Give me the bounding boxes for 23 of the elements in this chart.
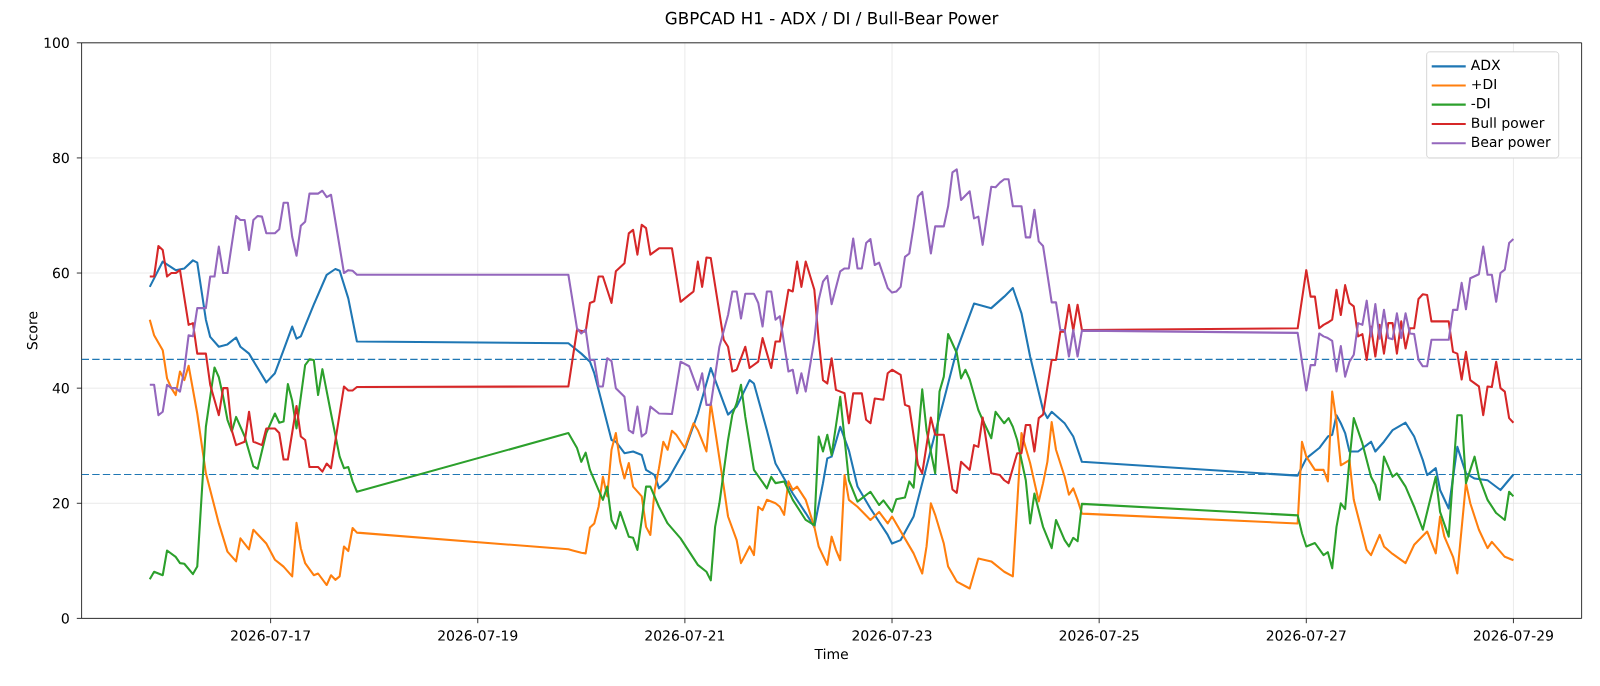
- legend-label: -DI: [1471, 98, 1490, 109]
- x-tick-label: 2026-07-21: [645, 630, 725, 641]
- x-tick-label: 2026-07-17: [231, 630, 310, 641]
- legend-label: Bull power: [1472, 117, 1545, 131]
- line-series: [148, 168, 1515, 438]
- y-tick-label: 40: [52, 382, 69, 394]
- x-tick-label: 2026-07-25: [1059, 630, 1139, 641]
- y-tick-label: 100: [44, 37, 69, 49]
- legend-label: +DI: [1472, 78, 1496, 90]
- x-tick-label: 2026-07-27: [1266, 630, 1346, 641]
- line-series: [148, 223, 1515, 494]
- x-axis-title: Time: [814, 648, 848, 660]
- chart-title: GBPCAD H1 - ADX / DI / Bull-Bear Power: [665, 11, 999, 26]
- y-tick-label: 60: [52, 267, 69, 279]
- y-tick-label: 20: [53, 498, 69, 509]
- y-axis-title: Score: [26, 311, 38, 350]
- x-tick-label: 2026-07-29: [1473, 630, 1553, 641]
- x-tick-label: 2026-07-23: [852, 630, 932, 641]
- legend-label: Bear power: [1472, 136, 1551, 150]
- x-tick-label: 2026-07-19: [438, 630, 518, 641]
- y-tick-label: 80: [52, 152, 69, 164]
- y-tick-label: 0: [61, 613, 69, 624]
- legend-label: ADX: [1470, 59, 1501, 70]
